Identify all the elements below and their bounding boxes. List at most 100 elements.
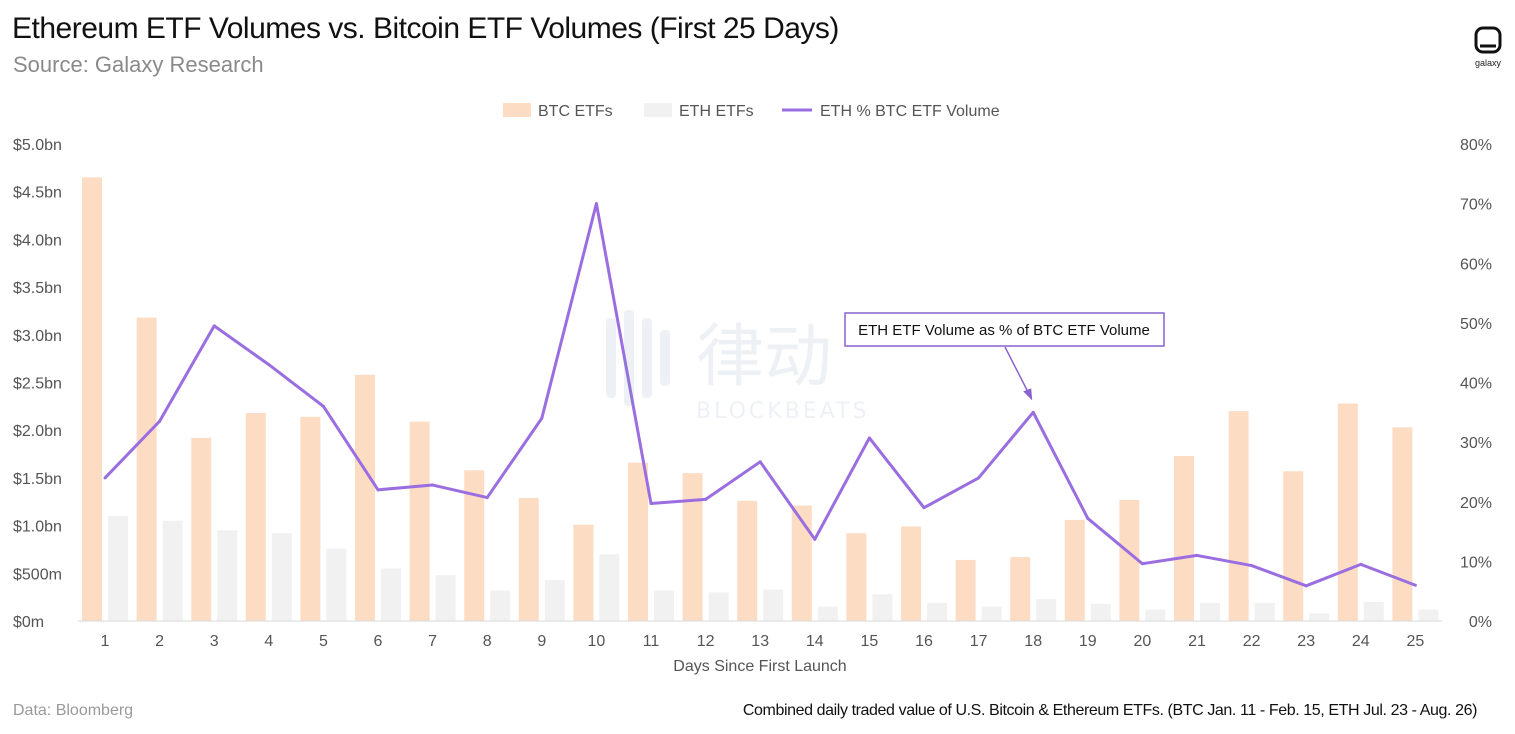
line-point-day-5 bbox=[321, 404, 325, 408]
bar-btc-day-4 bbox=[245, 413, 266, 621]
x-tick-label: 23 bbox=[1297, 633, 1315, 650]
bar-btc-day-9 bbox=[518, 497, 539, 621]
x-tick-label: 8 bbox=[483, 633, 492, 650]
x-tick-label: 14 bbox=[806, 633, 824, 650]
y-left-tick-label: $4.0bn bbox=[13, 232, 62, 249]
x-tick-label: 16 bbox=[915, 633, 933, 650]
x-tick-label: 2 bbox=[155, 633, 164, 650]
bar-eth-day-19 bbox=[1090, 603, 1111, 621]
line-point-day-8 bbox=[485, 496, 489, 500]
y-right-tick-label: 30% bbox=[1460, 435, 1492, 452]
legend-swatch-btc bbox=[503, 103, 531, 117]
x-tick-label: 3 bbox=[210, 633, 219, 650]
y-left-tick-label: $2.5bn bbox=[13, 376, 62, 393]
legend-swatch-eth bbox=[644, 103, 672, 117]
y-left-tick-label: $5.0bn bbox=[13, 137, 62, 154]
bar-eth-day-16 bbox=[927, 602, 947, 621]
line-point-day-16 bbox=[922, 506, 926, 510]
x-tick-label: 7 bbox=[428, 633, 437, 650]
footer-data-source: Data: Bloomberg bbox=[13, 702, 134, 719]
bar-eth-day-24 bbox=[1363, 601, 1384, 621]
bar-btc-day-15 bbox=[846, 533, 867, 621]
bar-eth-day-3 bbox=[217, 530, 238, 621]
line-point-day-12 bbox=[704, 497, 708, 501]
annotation-arrow-head bbox=[1023, 388, 1033, 401]
x-tick-label: 22 bbox=[1243, 633, 1261, 650]
y-right-tick-label: 10% bbox=[1460, 554, 1492, 571]
bar-eth-day-11 bbox=[654, 590, 674, 621]
x-axis-title: Days Since First Launch bbox=[673, 658, 846, 675]
x-tick-label: 1 bbox=[101, 633, 110, 650]
x-tick-label: 9 bbox=[537, 633, 546, 650]
bar-btc-day-18 bbox=[1010, 557, 1031, 621]
bar-btc-day-6 bbox=[355, 374, 375, 621]
line-point-day-11 bbox=[649, 502, 653, 506]
y-left-tick-label: $3.0bn bbox=[13, 328, 62, 345]
bar-btc-day-1 bbox=[82, 177, 102, 621]
bar-eth-day-21 bbox=[1200, 602, 1220, 621]
bar-series-group bbox=[82, 177, 1439, 621]
y-axis-right: 0% 10% 20% 30% 40% 50% 60% 70% 80% bbox=[1460, 137, 1492, 631]
bar-eth-day-14 bbox=[817, 606, 838, 621]
bar-btc-day-7 bbox=[409, 421, 430, 621]
x-tick-label: 18 bbox=[1024, 633, 1042, 650]
bar-btc-day-12 bbox=[682, 473, 703, 621]
bar-eth-day-18 bbox=[1036, 599, 1057, 621]
bar-btc-day-22 bbox=[1228, 411, 1249, 621]
bar-btc-day-23 bbox=[1283, 471, 1304, 621]
bar-eth-day-2 bbox=[162, 520, 183, 621]
chart-legend: BTC ETFs ETH ETFs ETH % BTC ETF Volume bbox=[503, 103, 1000, 120]
bar-eth-day-12 bbox=[708, 592, 729, 621]
line-point-day-14 bbox=[813, 537, 817, 541]
line-point-day-3 bbox=[212, 324, 216, 328]
bar-eth-day-13 bbox=[763, 589, 784, 621]
bar-eth-day-9 bbox=[544, 579, 565, 621]
bar-eth-day-7 bbox=[435, 575, 456, 621]
line-point-day-6 bbox=[376, 488, 380, 492]
line-point-day-22 bbox=[1250, 564, 1254, 568]
bar-btc-day-17 bbox=[955, 559, 976, 621]
line-point-day-10 bbox=[594, 202, 598, 206]
x-axis: 1 2 3 4 5 6 7 8 9 10 11 12 13 14 15 16 17 18 19 20 21 22 23 24 2… bbox=[78, 620, 1442, 650]
bar-btc-day-14 bbox=[791, 505, 812, 621]
line-point-day-18 bbox=[1031, 410, 1035, 414]
x-tick-label: 5 bbox=[319, 633, 328, 650]
bar-eth-day-25 bbox=[1418, 609, 1439, 621]
line-point-day-21 bbox=[1195, 553, 1199, 557]
bar-btc-day-20 bbox=[1119, 499, 1140, 621]
annotation-arrow-shaft bbox=[1004, 346, 1031, 397]
y-right-tick-label: 80% bbox=[1460, 137, 1492, 154]
bar-eth-day-4 bbox=[271, 533, 292, 621]
line-point-day-24 bbox=[1359, 562, 1363, 566]
line-point-day-2 bbox=[158, 419, 162, 423]
bar-eth-day-10 bbox=[599, 554, 620, 621]
y-right-tick-label: 50% bbox=[1460, 316, 1492, 333]
line-point-day-13 bbox=[758, 460, 762, 464]
x-tick-label: 21 bbox=[1188, 633, 1206, 650]
y-right-tick-label: 70% bbox=[1460, 197, 1492, 214]
x-tick-label: 15 bbox=[861, 633, 879, 650]
bar-eth-day-8 bbox=[490, 590, 511, 621]
bar-eth-day-15 bbox=[872, 594, 893, 621]
y-left-tick-label: $500m bbox=[13, 566, 62, 583]
line-series-group bbox=[103, 202, 1417, 588]
bar-eth-day-17 bbox=[981, 606, 1002, 621]
x-tick-label: 17 bbox=[970, 633, 988, 650]
bar-btc-day-10 bbox=[573, 524, 594, 621]
x-tick-label: 10 bbox=[588, 633, 606, 650]
chart-annotation: ETH ETF Volume as % of BTC ETF Volume bbox=[844, 312, 1165, 401]
bar-btc-day-13 bbox=[737, 500, 758, 621]
annotation-text: ETH ETF Volume as % of BTC ETF Volume bbox=[858, 322, 1150, 339]
x-tick-label: 4 bbox=[264, 633, 273, 650]
line-point-day-9 bbox=[540, 416, 544, 420]
y-left-tick-label: $3.5bn bbox=[13, 280, 62, 297]
line-point-day-7 bbox=[431, 483, 435, 487]
bar-eth-day-6 bbox=[381, 568, 401, 621]
line-point-day-17 bbox=[977, 476, 981, 480]
line-point-day-15 bbox=[867, 436, 871, 440]
line-point-day-20 bbox=[1140, 562, 1144, 566]
y-left-tick-label: $1.0bn bbox=[13, 519, 62, 536]
footer-note: Combined daily traded value of U.S. Bitc… bbox=[742, 702, 1478, 719]
line-point-day-19 bbox=[1086, 516, 1090, 520]
